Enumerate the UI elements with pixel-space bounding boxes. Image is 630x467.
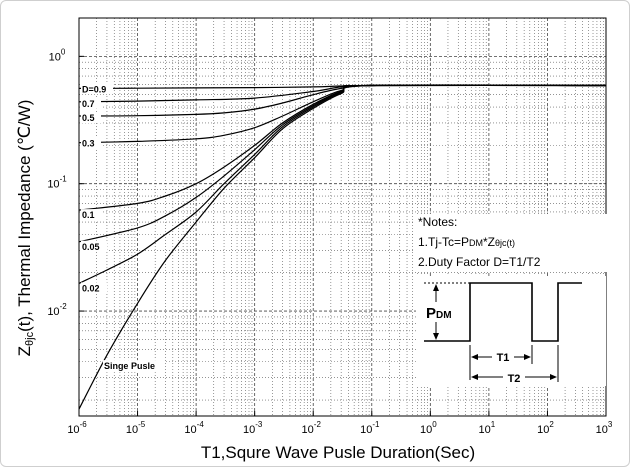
tick-labels: 10-6 10-5 10-4 10-3 10-2 10-1 100 101 102 103 100 1… — [47, 47, 613, 436]
x-tick-label: 10-5 — [126, 420, 146, 436]
curve-label: 0.5 — [82, 113, 95, 123]
x-tick-label: 10-2 — [302, 420, 322, 436]
x-tick-label: 103 — [596, 420, 613, 436]
t2-arrow-right — [550, 374, 557, 380]
curve-label: 0.3 — [82, 139, 95, 149]
x-tick-label: 101 — [479, 420, 496, 436]
curve-label: 0.1 — [82, 210, 95, 220]
pulse-waveform — [424, 282, 582, 342]
x-axis-title: T1,Squre Wave Pusle Duration(Sec) — [201, 443, 475, 462]
curve-label: 0.05 — [82, 242, 100, 252]
t1-arrow-right — [524, 354, 531, 360]
notes-block: *Notes: 1.Tj-Tc=PDM*Zθjc(t) 2.Duty Facto… — [415, 214, 607, 272]
series-curve — [78, 84, 607, 211]
curve-label: D=0.9 — [82, 84, 106, 94]
curve-label-bg — [81, 209, 101, 221]
curve-label-bg — [81, 97, 101, 109]
y-axis-title: Zθjc(t), Thermal Impedance (℃/W) — [15, 100, 36, 357]
curve-label-bg — [81, 112, 101, 124]
x-tick-label: 10-4 — [184, 420, 204, 436]
x-tick-label: 102 — [537, 420, 554, 436]
notes-line-1: 1.Tj-Tc=PDM*Zθjc(t) — [418, 235, 515, 249]
y-tick-label: 10-1 — [47, 175, 67, 191]
pdm-label: PDM — [426, 305, 452, 322]
pulse-waveform-inset: PDM T1 T2 — [416, 276, 606, 386]
curve-label-bg — [81, 282, 107, 294]
series-curve — [78, 84, 607, 410]
y-tick-label: 100 — [49, 47, 66, 63]
curve-label-bg — [81, 240, 107, 252]
curve-label: 0.02 — [82, 283, 100, 293]
curve-label-bg — [81, 137, 101, 149]
x-tick-label: 10-3 — [243, 420, 263, 436]
series-group — [78, 84, 607, 410]
curve-label: 0.7 — [82, 99, 95, 109]
x-tick-label: 10-1 — [360, 420, 380, 436]
curve-label: Singe Pusle — [104, 361, 155, 371]
pdm-arrow-down — [433, 333, 439, 340]
curve-label-bg — [81, 83, 113, 95]
pdm-arrow-up — [433, 284, 439, 291]
t1-arrow-left — [471, 354, 478, 360]
curve-label-bg — [102, 360, 165, 373]
notes-title: *Notes: — [418, 215, 457, 229]
t2-arrow-left — [471, 374, 478, 380]
series-curve — [78, 84, 607, 144]
x-tick-label: 100 — [420, 420, 437, 436]
notes-line-2: 2.Duty Factor D=T1/T2 — [418, 255, 541, 269]
curve-labels: D=0.9 0.7 0.5 0.3 0.1 0.05 0.02 Singe Pusle — [81, 83, 165, 373]
t2-label: T2 — [508, 373, 521, 385]
t1-label: T1 — [497, 352, 510, 364]
y-tick-label: 10-2 — [47, 302, 67, 318]
x-tick-label: 10-6 — [67, 420, 87, 436]
